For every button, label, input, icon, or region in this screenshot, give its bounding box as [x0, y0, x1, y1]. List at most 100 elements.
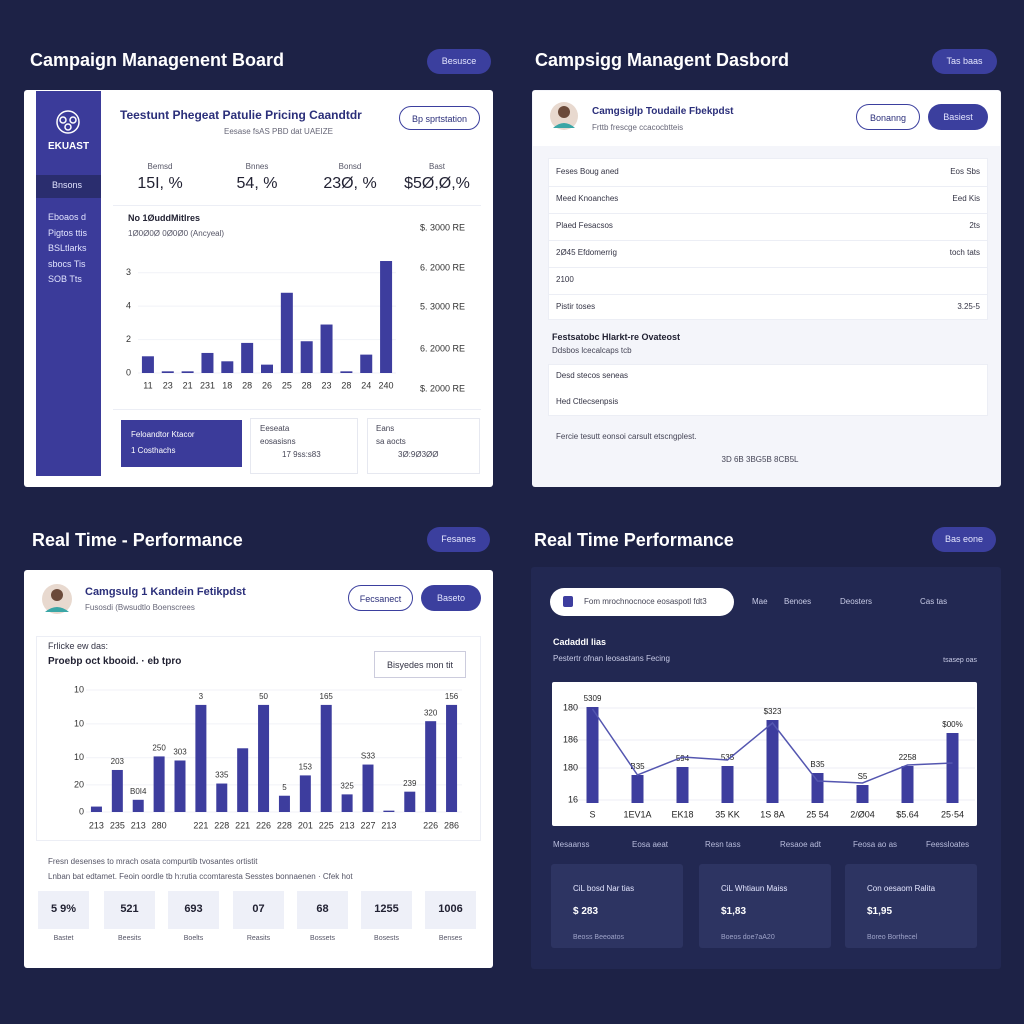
header-subtitle: Fusosdi (Bwsudtlo Boenscrees	[85, 603, 195, 612]
stat-value: 15I, %	[137, 175, 183, 192]
row-value: toch tats	[949, 248, 980, 257]
button[interactable]: Tas baas	[932, 49, 997, 74]
card	[24, 90, 493, 487]
tile-text: Eans	[376, 424, 395, 433]
note: Lnban bat edtamet. Feoin oordle tb h:rut…	[48, 872, 353, 881]
header-title: Teestunt Phegeat Patulie Pricing Caandtd…	[120, 108, 362, 122]
tile-note: Beoss Beeoatos	[573, 934, 624, 941]
panel-title: Real Time Performance	[534, 530, 734, 550]
header-title: Camgsiglp Toudaile Fbekpdst	[592, 106, 734, 117]
stat-label: Bemsd	[147, 162, 173, 171]
row-divider	[548, 213, 988, 214]
tile	[699, 864, 831, 948]
nav-item[interactable]: Bnsons	[52, 180, 83, 190]
stat-value: 1255	[374, 903, 399, 915]
header-subtitle: Eesase fsAS PBD dat UAEIZE	[224, 127, 333, 136]
stat-tile	[297, 891, 348, 929]
stat-value: 521	[120, 903, 139, 915]
tile-value: $1,95	[867, 906, 893, 917]
tab[interactable]: Cas tas	[920, 597, 948, 606]
stat-value: 07	[252, 903, 265, 915]
dropdown[interactable]: Bisyedes mon tit	[374, 651, 466, 678]
tile-text: eosasisns	[260, 437, 296, 446]
stat-label: Bosests	[374, 935, 399, 942]
panel-title: Campsigg Managent Dasbord	[535, 50, 790, 70]
logo-text: EKUAST	[47, 141, 90, 152]
tile-text: 17 9ss:s83	[282, 450, 321, 459]
nav-item[interactable]: BSLtlarks	[48, 243, 87, 253]
footer-label: Resaoe adt	[780, 840, 821, 849]
nav-item[interactable]: Eboaos d	[48, 212, 87, 222]
tile-value: $ 283	[573, 906, 599, 917]
row-divider	[548, 186, 988, 187]
chart-box	[552, 682, 977, 826]
footer-label: Feosa ao as	[853, 840, 898, 849]
tile-text: 1 Costhachs	[131, 446, 176, 455]
stat-tile	[233, 891, 284, 929]
tile-title: CiL bosd Nar tias	[573, 884, 635, 893]
subheading: Pestertr ofnan leosastans Fecing	[553, 654, 670, 663]
stat-label: Bnnes	[245, 162, 269, 171]
button[interactable]: Bp sprtstation	[399, 106, 480, 130]
tile-text: sa aocts	[376, 437, 406, 446]
button[interactable]: Besusce	[427, 49, 491, 74]
row-label: Plaed Fesacsos	[556, 221, 613, 230]
footer-label: Eosa aeat	[632, 840, 669, 849]
section-title: Festsatobc Hlarkt-re Ovateost	[552, 332, 681, 342]
button[interactable]: Bas eone	[932, 527, 996, 552]
stat-label: Benses	[438, 935, 463, 942]
search-bar[interactable]	[550, 588, 734, 616]
footer-text: Fercie tesutt eonsoi carsult etscngplest…	[556, 432, 697, 441]
tile-note: Boeos doe7aA20	[721, 934, 775, 941]
tile	[367, 418, 480, 474]
button[interactable]: Basiest	[928, 104, 988, 130]
card-header	[533, 91, 1000, 146]
row-value: Eed Kis	[952, 194, 980, 203]
row-label: Desd stecos seneas	[556, 371, 629, 380]
stat-value: 23Ø, %	[323, 175, 377, 192]
nav-item[interactable]: SOB Tts	[48, 274, 82, 284]
tab[interactable]: Deosters	[840, 597, 873, 606]
tile-title: CiL Whtiaun Maiss	[721, 884, 788, 893]
row-label: 2Ø45 Efdomerrig	[556, 248, 617, 257]
footer-label: Resn tass	[705, 840, 741, 849]
panel-title: Campaign Managenent Board	[30, 50, 285, 70]
tag: tsasep oas	[943, 657, 977, 664]
panel-title: Real Time - Performance	[32, 530, 243, 550]
chart-title: Frlicke ew das:	[48, 641, 109, 651]
stat-label: Beesits	[118, 935, 141, 942]
tile-text: Eeseata	[260, 424, 290, 433]
note: Fresn desenses to mrach osata compurtib …	[48, 857, 258, 866]
row-divider	[548, 294, 988, 295]
stat-value: 54, %	[236, 175, 278, 192]
stat-tile	[168, 891, 219, 929]
stat-value: 5 9%	[50, 903, 77, 915]
tab[interactable]: Benoes	[784, 597, 812, 606]
list-box	[548, 158, 988, 320]
nav-item[interactable]: Pigtos ttis	[48, 228, 88, 238]
button[interactable]: Baseto	[421, 585, 481, 611]
stat-tile	[361, 891, 412, 929]
button[interactable]: Bonanng	[856, 104, 920, 130]
row-label: 2100	[556, 275, 574, 284]
nav-item[interactable]: sbocs Tis	[48, 259, 86, 269]
footer-label: Feessloates	[926, 840, 970, 849]
row-label: Feses Boug aned	[556, 167, 619, 176]
nav-highlight	[36, 175, 101, 198]
footer-text: 3D 6B 3BG5B 8CB5L	[721, 455, 799, 464]
button[interactable]: Fesanes	[427, 527, 490, 552]
chart-subtitle: 1Ø0Ø0Ø 0Ø0Ø0 (Ancyeal)	[128, 229, 225, 238]
list-box	[548, 364, 988, 416]
chart-box	[36, 636, 481, 841]
tile	[121, 420, 242, 467]
tile-text: Feloandtor Ktacor	[131, 430, 195, 439]
stat-label: Reasits	[246, 935, 271, 942]
tile-title: Con oesaom Ralita	[867, 884, 936, 893]
stat-tile	[38, 891, 89, 929]
chart-box	[113, 205, 481, 410]
tab[interactable]: Mae	[752, 597, 768, 606]
button[interactable]: Fecsanect	[348, 585, 413, 611]
stat-value: $5Ø,Ø,%	[404, 175, 470, 192]
row-label: Hed Ctlecsenpsis	[556, 397, 619, 406]
